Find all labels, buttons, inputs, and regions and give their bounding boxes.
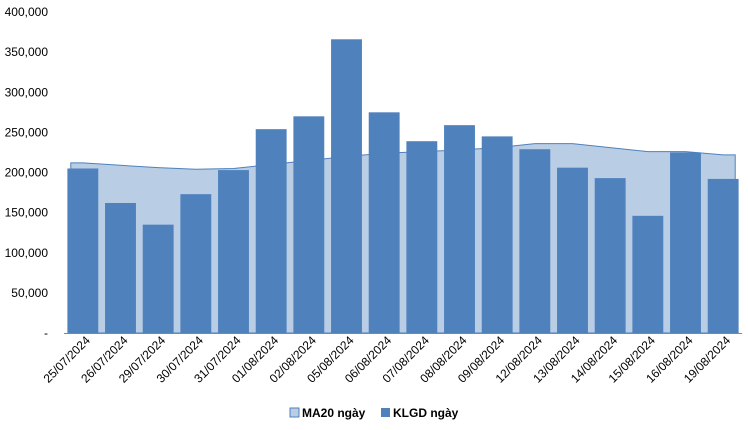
y-tick-label: - <box>44 326 48 340</box>
klgd-bar <box>293 116 325 333</box>
klgd-bar <box>444 125 475 333</box>
klgd-bar <box>255 129 287 333</box>
legend-label-ma20: MA20 ngày <box>302 406 366 420</box>
y-tick-label: 50,000 <box>11 286 48 300</box>
x-axis: 25/07/202426/07/202429/07/202430/07/2024… <box>41 333 742 386</box>
klgd-bar <box>557 167 588 333</box>
legend-swatch-ma20 <box>289 407 300 418</box>
y-axis: - 50,000 100,000 150,000 200,000 250,000 300,0… <box>5 5 49 340</box>
legend-swatch-klgd <box>381 408 390 417</box>
klgd-bar <box>594 178 626 333</box>
klgd-bar <box>218 170 249 333</box>
klgd-bar <box>331 39 362 333</box>
klgd-bar <box>481 136 513 333</box>
y-tick-label: 150,000 <box>5 206 49 220</box>
klgd-bar <box>632 215 664 333</box>
y-tick-label: 300,000 <box>5 85 49 99</box>
y-tick-label: 200,000 <box>5 166 49 180</box>
y-tick-label: 350,000 <box>5 45 49 59</box>
klgd-bar <box>180 194 212 333</box>
klgd-bar-series <box>67 39 739 333</box>
klgd-bar <box>142 224 174 333</box>
legend-label-klgd: KLGD ngày <box>393 406 459 420</box>
klgd-bar <box>67 168 99 333</box>
legend: MA20 ngày KLGD ngày <box>289 406 459 420</box>
klgd-bar <box>406 141 438 333</box>
klgd-bar <box>670 152 701 333</box>
klgd-bar <box>105 202 136 333</box>
klgd-bar <box>519 149 551 333</box>
klgd-bar <box>707 178 739 333</box>
klgd-bar <box>368 112 400 333</box>
y-tick-label: 400,000 <box>5 5 49 19</box>
y-tick-label: 250,000 <box>5 125 49 139</box>
y-tick-label: 100,000 <box>5 246 49 260</box>
